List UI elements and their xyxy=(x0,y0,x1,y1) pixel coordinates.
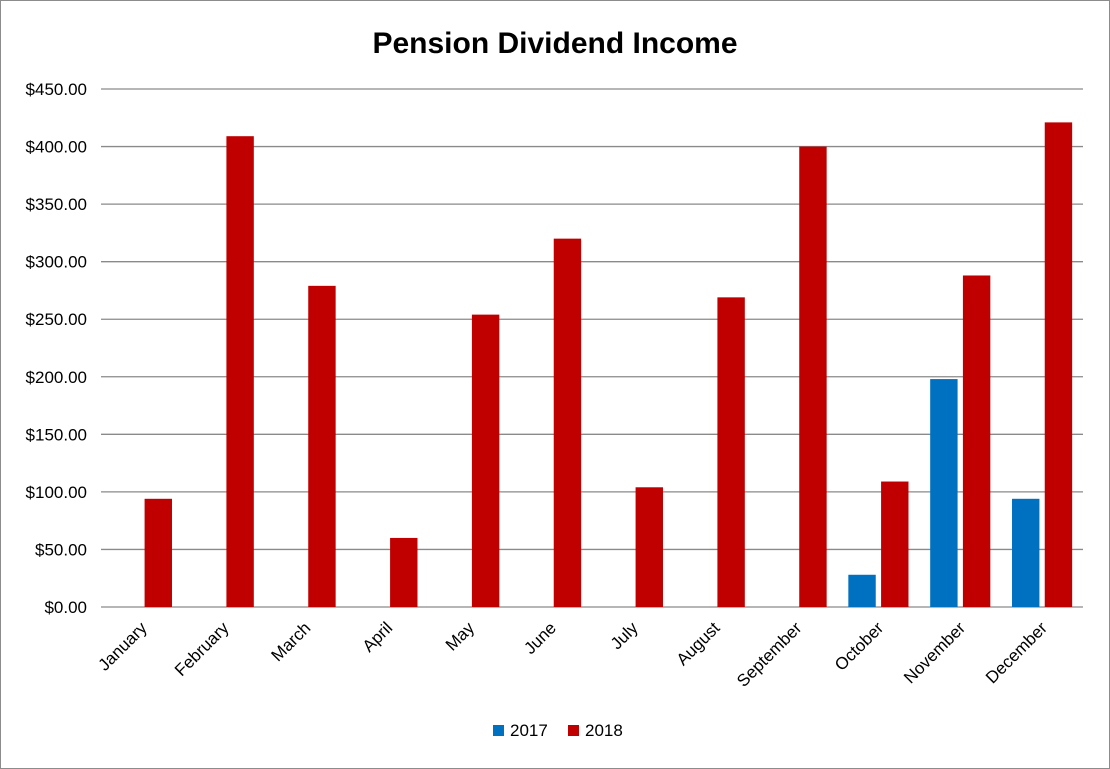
y-axis-tick-labels: $0.00 $50.00 $100.00 $150.00 $200.00 $250.00 $… xyxy=(26,80,87,617)
x-category-label: January xyxy=(95,618,152,675)
bar-2018-may xyxy=(471,314,500,607)
x-category-label: October xyxy=(831,618,887,674)
y-tick-label: $0.00 xyxy=(44,598,87,617)
y-tick-label: $50.00 xyxy=(35,540,87,559)
y-tick-label: $350.00 xyxy=(26,195,87,214)
x-category-label: February xyxy=(171,618,233,680)
bars xyxy=(144,122,1073,607)
bar-2018-october xyxy=(881,481,909,607)
y-tick-label: $200.00 xyxy=(26,368,87,387)
x-category-label: April xyxy=(359,618,396,655)
y-tick-label: $250.00 xyxy=(26,310,87,329)
bar-2018-july xyxy=(635,487,663,607)
y-tick-label: $300.00 xyxy=(26,253,87,272)
x-category-label: December xyxy=(982,618,1051,687)
chart-title: Pension Dividend Income xyxy=(372,27,737,60)
x-category-label: May xyxy=(442,618,478,654)
bar-2018-december xyxy=(1044,122,1073,607)
legend-swatch-2017 xyxy=(493,725,504,736)
x-category-label: November xyxy=(900,618,969,687)
y-tick-label: $100.00 xyxy=(26,483,87,502)
x-category-label: September xyxy=(733,618,805,690)
x-category-label: June xyxy=(520,618,560,658)
x-category-label: July xyxy=(607,618,642,653)
bar-2018-april xyxy=(390,537,418,607)
y-tick-label: $450.00 xyxy=(26,80,87,99)
bar-2017-november xyxy=(930,379,958,607)
legend: 2017 2018 xyxy=(493,721,623,740)
bar-2018-january xyxy=(144,498,172,607)
bar-2018-february xyxy=(226,136,254,607)
legend-swatch-2018 xyxy=(568,725,579,736)
bar-2017-december xyxy=(1012,498,1040,607)
bar-2018-june xyxy=(553,238,582,607)
bar-2018-september xyxy=(799,146,827,607)
y-tick-label: $400.00 xyxy=(26,138,87,157)
x-category-label: August xyxy=(673,618,724,669)
bar-2017-october xyxy=(848,574,876,607)
legend-label-2017: 2017 xyxy=(510,721,548,740)
bar-2018-august xyxy=(717,297,745,607)
x-axis-category-labels: January February March April May June July Augu… xyxy=(95,618,1052,691)
x-category-label: March xyxy=(268,618,315,665)
bar-2018-november xyxy=(962,275,991,607)
gridlines xyxy=(101,88,1083,608)
y-tick-label: $150.00 xyxy=(26,425,87,444)
legend-label-2018: 2018 xyxy=(585,721,623,740)
bar-2018-march xyxy=(308,285,336,607)
